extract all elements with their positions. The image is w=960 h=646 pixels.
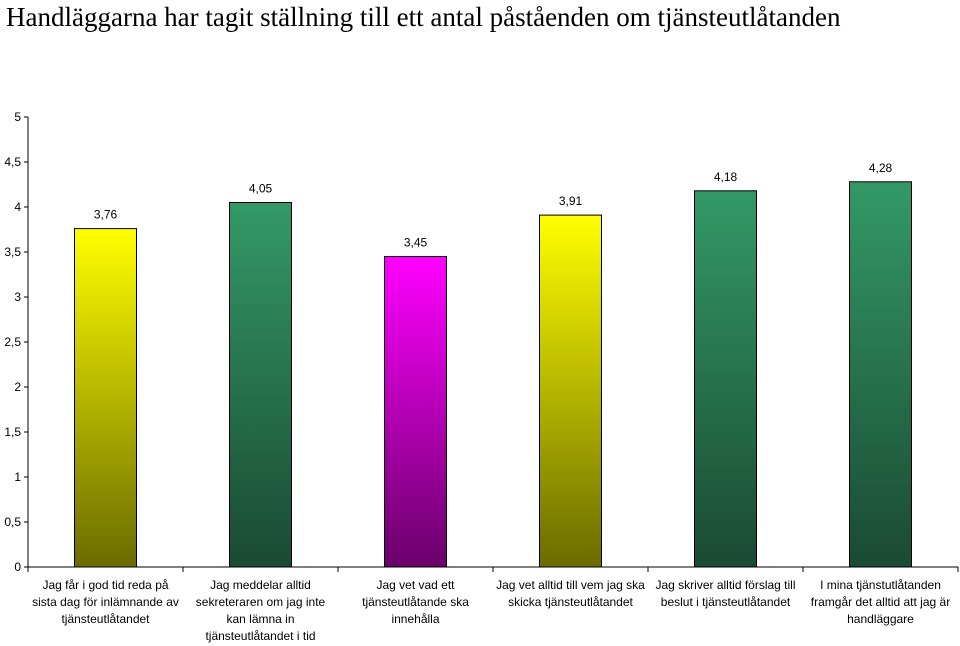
bar-value-label: 3,76 [94, 208, 118, 222]
bar [849, 181, 912, 568]
x-category-label: Jag vet vad ett tjänsteutlåtande ska inn… [362, 578, 469, 626]
y-tick-label: 1,5 [4, 425, 21, 439]
bar-value-label: 4,28 [869, 161, 893, 175]
y-tick-label: 5 [14, 110, 21, 124]
y-tick-label: 3 [14, 290, 21, 304]
bar [384, 256, 447, 568]
y-tick-label: 2,5 [4, 335, 21, 349]
bar-value-label: 3,91 [559, 194, 583, 208]
y-tick-label: 0 [14, 560, 21, 574]
y-tick-label: 3,5 [4, 245, 21, 259]
bar [539, 214, 602, 568]
bar-value-label: 4,05 [249, 182, 273, 196]
chart-title: Handläggarna har tagit ställning till et… [6, 2, 841, 32]
y-tick-label: 0,5 [4, 515, 21, 529]
x-category-label: Jag skriver alltid förslag till beslut i… [655, 578, 796, 609]
bar-value-label: 4,18 [714, 170, 738, 184]
y-tick-label: 2 [14, 380, 21, 394]
x-category-label: Jag meddelar alltid sekreteraren om jag … [195, 578, 326, 643]
x-category-label: Jag vet alltid till vem jag ska skicka t… [496, 578, 645, 609]
y-tick-label: 4 [14, 200, 21, 214]
y-tick-label: 4,5 [4, 155, 21, 169]
bar [229, 202, 292, 568]
bar-value-label: 3,45 [404, 236, 428, 250]
y-tick-label: 1 [14, 470, 21, 484]
bar [694, 190, 757, 568]
x-category-label: I mina tjänstutlåtanden framgår det allt… [810, 578, 951, 626]
bar [74, 228, 137, 568]
x-category-label: Jag får i god tid reda på sista dag för … [32, 578, 179, 626]
